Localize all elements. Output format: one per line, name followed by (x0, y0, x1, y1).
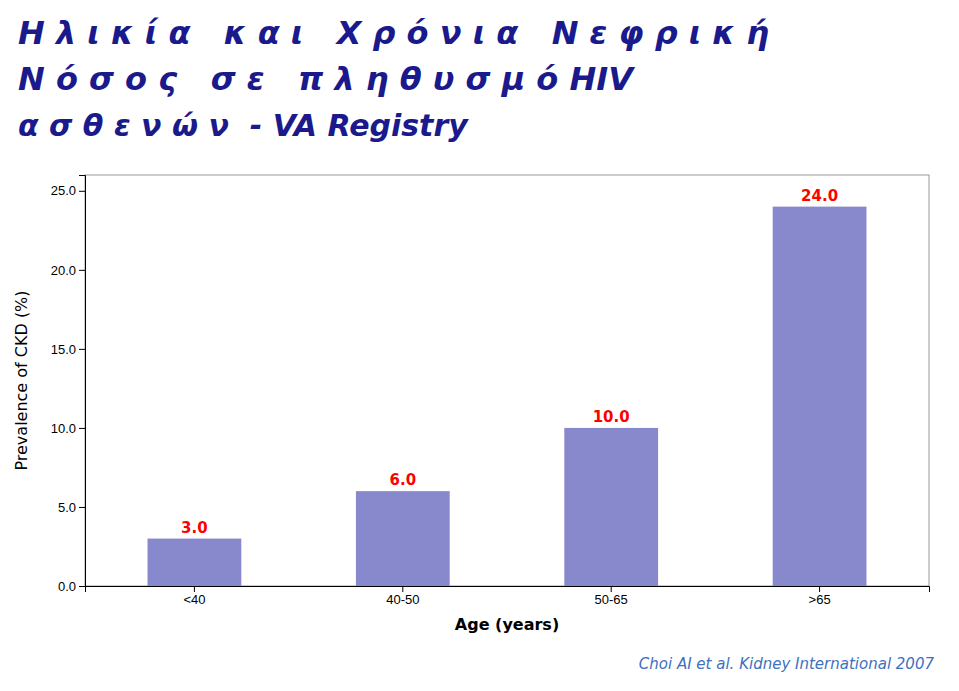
chart-container: Η λ ι κ ί α κ α ι Χ ρ ό ν ι α Ν ε φ ρ ι … (0, 0, 959, 691)
x-axis-line (86, 587, 930, 593)
y-tick-label: 5.0 (58, 500, 76, 515)
bar (564, 428, 658, 586)
y-tick: 20.0 (51, 263, 85, 278)
y-tick-label: 25.0 (51, 183, 76, 198)
y-tick: 15.0 (51, 342, 85, 357)
x-tick-mark (819, 586, 820, 592)
y-axis-line (79, 176, 86, 587)
x-tick-label: 50-65 (595, 592, 628, 607)
y-tick-label: 10.0 (51, 421, 76, 436)
title-group: Η λ ι κ ί α κ α ι Χ ρ ό ν ι α Ν ε φ ρ ι … (18, 14, 769, 143)
y-tick-mark (79, 507, 85, 508)
x-tick: 50-65 (595, 586, 628, 607)
y-tick: 25.0 (51, 183, 85, 198)
x-tick-label: <40 (183, 592, 205, 607)
y-tick-mark (79, 191, 85, 192)
x-tick-mark (611, 586, 612, 592)
x-tick: >65 (809, 586, 831, 607)
data-label: 24.0 (801, 187, 838, 205)
x-tick-label: 40-50 (386, 592, 419, 607)
chart-svg: Η λ ι κ ί α κ α ι Χ ρ ό ν ι α Ν ε φ ρ ι … (0, 0, 959, 691)
y-tick: 0.0 (58, 579, 85, 594)
y-tick-mark (79, 586, 85, 587)
y-tick: 10.0 (51, 421, 85, 436)
y-tick-label: 0.0 (58, 579, 76, 594)
title-line: Ν ό σ ο ς σ ε π λ η θ υ σ μ ό HIV (18, 60, 635, 98)
data-label: 6.0 (390, 471, 417, 489)
data-labels: 3.0 6.0 10.0 24.0 (181, 187, 838, 537)
x-axis: <40 40-50 50-65 >65 (86, 586, 930, 607)
footer-note: Choi AI et al. Kidney International 2007 (639, 655, 935, 673)
x-tick: <40 (183, 586, 205, 607)
title-line: α σ θ ε ν ώ ν - VA Registry (18, 108, 469, 143)
plot-area: 0.0 5.0 10.0 15.0 20.0 25.0 <40 40-50 50-65 >65 3.… (12, 175, 930, 634)
bar (356, 491, 450, 586)
data-label: 3.0 (181, 519, 208, 537)
x-tick-mark (402, 586, 403, 592)
plot-frame (85, 175, 929, 586)
x-tick-label: >65 (809, 592, 831, 607)
y-tick-mark (79, 349, 85, 350)
bar (773, 207, 867, 586)
y-tick-mark (79, 428, 85, 429)
x-tick: 40-50 (386, 586, 419, 607)
y-tick-label: 20.0 (51, 263, 76, 278)
title-line: Η λ ι κ ί α κ α ι Χ ρ ό ν ι α Ν ε φ ρ ι … (18, 14, 769, 52)
y-tick-mark (79, 270, 85, 271)
y-axis-title: Prevalence of CKD (%) (12, 290, 31, 470)
y-tick: 5.0 (58, 500, 85, 515)
x-tick-mark (194, 586, 195, 592)
y-axis: 0.0 5.0 10.0 15.0 20.0 25.0 (51, 176, 86, 594)
x-axis-title: Age (years) (455, 615, 559, 634)
data-label: 10.0 (593, 408, 630, 426)
y-tick-label: 15.0 (51, 342, 76, 357)
bars (148, 207, 867, 586)
bar (148, 539, 242, 586)
